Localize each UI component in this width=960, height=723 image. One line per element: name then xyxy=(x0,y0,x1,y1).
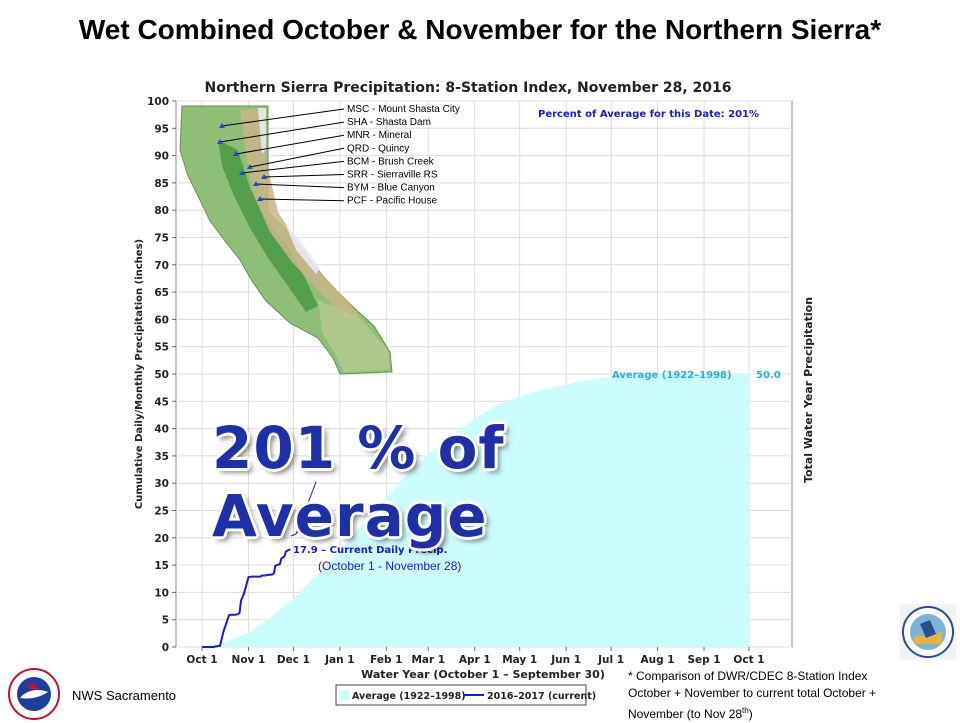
y-tick-label: 50 xyxy=(154,369,169,381)
station-marker xyxy=(261,174,267,179)
legend-entry-average: Average (1922–1998) xyxy=(352,691,466,702)
southern-desert xyxy=(318,300,390,372)
chart-title: Northern Sierra Precipitation: 8-Station… xyxy=(204,80,731,96)
y-tick-label: 85 xyxy=(154,178,169,190)
footnote-line-1: * Comparison of DWR/CDEC 8-Station Index xyxy=(628,669,868,683)
y-tick-label: 70 xyxy=(154,260,169,272)
x-tick-label: Aug 1 xyxy=(641,654,675,666)
y-tick-label: 30 xyxy=(154,478,169,490)
y-tick-label: 75 xyxy=(154,233,169,245)
percent-of-average-text: Percent of Average for this Date: 201% xyxy=(538,109,759,120)
nws-office-label: NWS Sacramento xyxy=(72,688,177,703)
slide-title: Wet Combined October & November for the … xyxy=(78,14,882,45)
california-map: MSC - Mount Shasta City SHA - Shasta Dam M… xyxy=(179,104,460,375)
station-leader-line xyxy=(219,121,345,143)
nws-logo xyxy=(8,668,60,720)
y-tick-label: 55 xyxy=(154,342,169,354)
footnote: * Comparison of DWR/CDEC 8-Station Index… xyxy=(628,668,948,723)
x-tick-label: Sep 1 xyxy=(687,654,720,666)
station-leader-line xyxy=(263,174,345,178)
callout-arrow-head xyxy=(290,528,300,537)
station-leader-line xyxy=(255,183,345,189)
y-tick-label: 5 xyxy=(162,615,169,627)
current-date-range-label: (October 1 - November 28) xyxy=(318,559,461,573)
station-marker xyxy=(217,139,223,144)
station-label: QRD - Quincy xyxy=(347,143,409,154)
station-marker xyxy=(253,181,259,186)
station-label: BCM - Brush Creek xyxy=(347,156,435,167)
x-tick-label: Oct 1 xyxy=(733,654,764,666)
x-axis-label: Water Year (October 1 – September 30) xyxy=(361,668,605,681)
y-tick-label: 100 xyxy=(147,96,169,108)
footnote-line-3a: November (to Nov 28 xyxy=(628,707,743,721)
x-tick-label: Jun 1 xyxy=(550,654,581,666)
average-label: Average (1922–1998) xyxy=(612,370,732,381)
y-tick-label: 20 xyxy=(154,533,169,545)
average-series-group xyxy=(202,374,749,647)
station-label: BYM - Blue Canyon xyxy=(347,183,435,194)
x-tick-label: Jul 1 xyxy=(597,654,624,666)
station-leader-line xyxy=(259,198,345,202)
x-tick-label: May 1 xyxy=(502,654,537,666)
y-tick-label: 90 xyxy=(154,151,169,163)
x-tick-label: Jan 1 xyxy=(324,654,354,666)
current-series-line xyxy=(202,548,291,648)
station-marker xyxy=(219,123,225,128)
footnote-line-3: November (to Nov 28th) xyxy=(628,702,948,723)
y-tick-label: 40 xyxy=(154,424,169,436)
legend-swatch-average xyxy=(339,690,349,700)
y-tick-label: 15 xyxy=(154,560,169,572)
y-tick-label: 65 xyxy=(154,287,169,299)
x-tick-label: Feb 1 xyxy=(370,654,402,666)
current-series-group xyxy=(202,548,291,648)
station-marker xyxy=(233,151,239,156)
y-tick-label: 80 xyxy=(154,205,169,217)
legend-box xyxy=(335,684,587,706)
station-marker xyxy=(257,196,263,201)
average-area xyxy=(202,374,749,647)
average-total-label: 50.0 xyxy=(756,370,781,381)
x-tick-label: Oct 1 xyxy=(186,654,217,666)
station-marker xyxy=(247,164,253,169)
x-tick-label: Mar 1 xyxy=(411,654,445,666)
y-tick-label: 10 xyxy=(154,587,169,599)
footnote-sup: th xyxy=(742,706,749,715)
chart-legend: Average (1922–1998) 2016–2017 (current) xyxy=(335,684,596,706)
percent-callout: 201 % of Average xyxy=(212,414,505,550)
station-label: PCF - Pacific House xyxy=(347,196,437,207)
station-leader-line xyxy=(249,147,345,168)
y2-axis-label: Total Water Year Precipitation xyxy=(802,297,815,483)
station-leader-line xyxy=(221,108,345,127)
current-value-label: 17.9 – Current Daily Precip. xyxy=(293,545,447,556)
station-label: MNR - Mineral xyxy=(347,130,411,141)
y-tick-label: 45 xyxy=(154,396,169,408)
y-tick-label: 0 xyxy=(162,642,169,654)
y-tick-label: 60 xyxy=(154,314,169,326)
legend-entry-current: 2016–2017 (current) xyxy=(487,691,596,702)
x-tick-label: Nov 1 xyxy=(232,654,266,666)
dwr-logo xyxy=(900,604,956,660)
station-marker xyxy=(239,170,245,175)
axes: 0 5 10 15 20 25 30 35 40 45 50 55 60 65 70 75 80 85 90 95 10… xyxy=(147,96,764,666)
station-label: SHA - Shasta Dam xyxy=(347,117,431,128)
station-label: MSC - Mount Shasta City xyxy=(347,104,460,115)
y-axis-label: Cumulative Daily/Monthly Precipitation (… xyxy=(134,239,145,509)
footnote-line-2: October + November to current total Octo… xyxy=(628,686,877,700)
snow-peaks xyxy=(258,108,320,274)
station-leader-line xyxy=(241,160,345,174)
station-label: SRR - Sierraville RS xyxy=(347,170,438,181)
footnote-line-3b: ) xyxy=(748,707,753,721)
y-tick-label: 25 xyxy=(154,506,169,518)
sierra-range xyxy=(240,108,360,318)
callout-arrow xyxy=(295,481,317,535)
x-tick-label: Apr 1 xyxy=(459,654,491,666)
y-tick-label: 95 xyxy=(154,123,169,135)
y-tick-label: 35 xyxy=(154,451,169,463)
x-tick-label: Dec 1 xyxy=(277,654,310,666)
station-leader-line xyxy=(235,134,345,155)
